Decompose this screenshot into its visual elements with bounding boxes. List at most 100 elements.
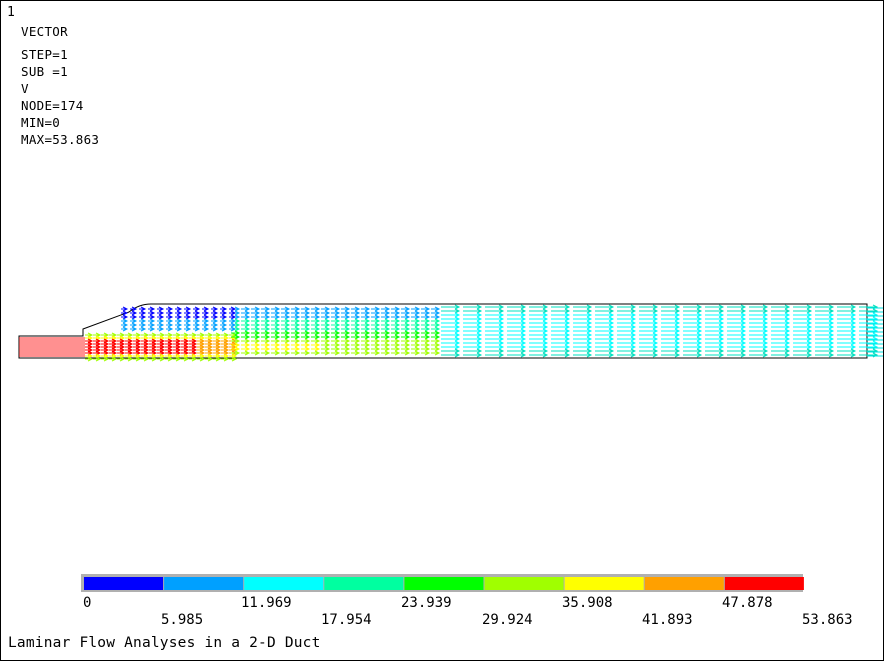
- arrow-head: [334, 330, 341, 336]
- velocity-arrow: [301, 306, 311, 312]
- velocity-arrow: [815, 344, 835, 350]
- arrow-head: [806, 304, 813, 310]
- velocity-arrow: [251, 342, 261, 348]
- velocity-arrow: [175, 322, 183, 328]
- velocity-arrow: [361, 334, 371, 340]
- arrow-head: [234, 326, 241, 332]
- arrow-head: [324, 314, 331, 320]
- velocity-arrow: [101, 356, 110, 362]
- arrow-head: [454, 348, 461, 354]
- arrow-head: [344, 338, 351, 344]
- velocity-arrow: [251, 310, 261, 316]
- arrow-head: [762, 304, 769, 310]
- velocity-arrow: [463, 328, 483, 334]
- velocity-arrow: [391, 306, 401, 312]
- arrow-head: [762, 316, 769, 322]
- arrow-head: [244, 318, 251, 324]
- velocity-arrow: [411, 346, 421, 352]
- arrow-head: [434, 334, 441, 340]
- arrow-head: [384, 326, 391, 332]
- velocity-arrow: [441, 328, 461, 334]
- velocity-arrow: [229, 314, 237, 320]
- velocity-arrow: [371, 338, 381, 344]
- arrow-head: [234, 350, 241, 356]
- velocity-arrow: [271, 342, 281, 348]
- velocity-arrow: [595, 352, 615, 358]
- velocity-arrow: [683, 352, 703, 358]
- velocity-arrow: [351, 334, 361, 340]
- velocity-arrow: [485, 320, 505, 326]
- arrow-head: [564, 312, 571, 318]
- velocity-arrow: [157, 356, 166, 362]
- velocity-arrow: [361, 306, 371, 312]
- arrow-head: [264, 318, 271, 324]
- velocity-arrow: [529, 348, 549, 354]
- velocity-arrow: [301, 338, 311, 344]
- arrow-head: [140, 310, 147, 316]
- step-label: STEP=1: [21, 47, 68, 62]
- velocity-arrow: [463, 316, 483, 322]
- arrow-head: [828, 336, 835, 342]
- velocity-arrow: [271, 314, 281, 320]
- velocity-arrow: [411, 310, 421, 316]
- velocity-arrow: [421, 326, 431, 332]
- arrow-head: [652, 352, 659, 358]
- velocity-arrow: [529, 304, 549, 310]
- velocity-arrow: [815, 340, 835, 346]
- velocity-arrow: [749, 352, 769, 358]
- velocity-arrow: [529, 320, 549, 326]
- arrow-head: [374, 346, 381, 352]
- arrow-head: [176, 314, 183, 320]
- velocity-arrow: [130, 306, 138, 312]
- max-label: MAX=53.863: [21, 132, 100, 147]
- legend-swatch: [484, 577, 564, 590]
- velocity-arrow: [401, 346, 411, 352]
- arrow-head: [652, 320, 659, 326]
- arrow-head: [542, 336, 549, 342]
- velocity-arrow: [463, 312, 483, 318]
- velocity-arrow: [311, 342, 321, 348]
- arrow-head: [520, 308, 527, 314]
- arrow-head: [183, 356, 190, 362]
- arrow-head: [806, 308, 813, 314]
- arrow-head: [784, 352, 791, 358]
- velocity-arrow: [661, 328, 681, 334]
- arrow-head: [784, 348, 791, 354]
- arrow-head: [784, 320, 791, 326]
- arrow-head: [254, 338, 261, 344]
- arrow-head: [608, 304, 615, 310]
- velocity-arrow: [507, 328, 527, 334]
- arrow-head: [454, 332, 461, 338]
- arrow-head: [284, 342, 291, 348]
- velocity-arrow: [401, 322, 411, 328]
- velocity-arrow: [321, 318, 331, 324]
- velocity-arrow: [271, 326, 281, 332]
- arrow-head: [434, 310, 441, 316]
- velocity-arrow: [639, 304, 659, 310]
- velocity-arrow: [371, 330, 381, 336]
- velocity-arrow: [157, 326, 165, 332]
- arrow-head: [740, 344, 747, 350]
- arrow-head: [158, 314, 165, 320]
- arrow-head: [608, 328, 615, 334]
- velocity-arrow: [529, 352, 549, 358]
- arrow-head: [194, 310, 201, 316]
- arrow-head: [212, 306, 219, 312]
- velocity-arrow: [595, 332, 615, 338]
- arrow-head: [294, 330, 301, 336]
- velocity-arrow: [617, 312, 637, 318]
- arrow-head: [564, 344, 571, 350]
- velocity-arrow: [617, 328, 637, 334]
- velocity-arrow: [441, 320, 461, 326]
- arrow-head: [199, 356, 206, 362]
- arrow-head: [314, 334, 321, 340]
- arrow-head: [454, 352, 461, 358]
- arrow-head: [87, 356, 94, 362]
- velocity-arrow: [202, 314, 210, 320]
- velocity-arrow: [749, 304, 769, 310]
- arrow-head: [404, 330, 411, 336]
- velocity-arrow: [485, 312, 505, 318]
- arrow-head: [696, 344, 703, 350]
- velocity-arrow: [507, 344, 527, 350]
- velocity-arrow: [213, 356, 222, 362]
